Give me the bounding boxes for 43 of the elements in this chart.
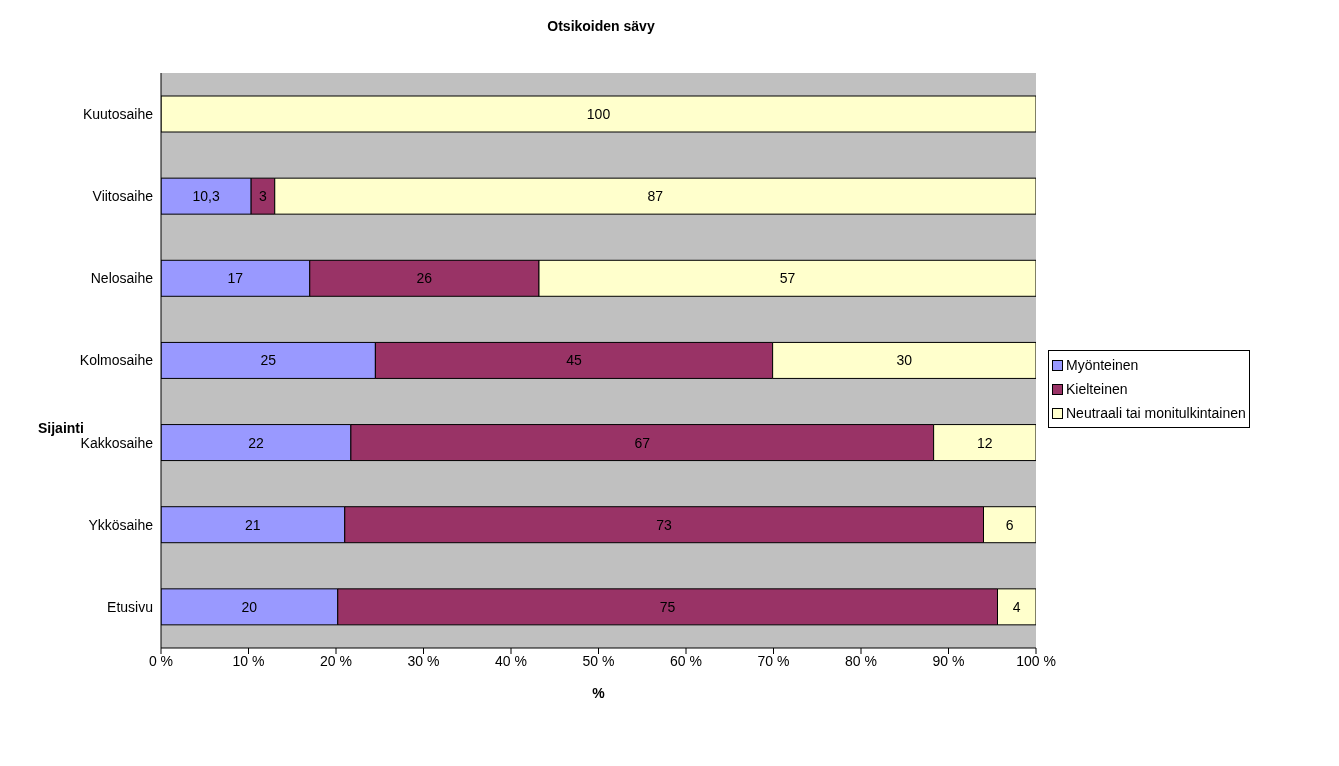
data-label: 22 bbox=[248, 434, 264, 451]
x-tick-label: 60 % bbox=[670, 652, 702, 669]
x-tick-label: 100 % bbox=[1016, 652, 1056, 669]
y-tick-label: Kakkosaihe bbox=[80, 434, 154, 451]
x-tick-label: 90 % bbox=[932, 652, 965, 669]
x-tick-label: 30 % bbox=[407, 652, 440, 669]
legend-label: Myönteinen bbox=[1066, 356, 1139, 375]
data-label: 45 bbox=[566, 352, 582, 369]
x-tick-label: 70 % bbox=[757, 652, 790, 669]
legend-label: Neutraali tai monitulkintainen bbox=[1066, 404, 1246, 423]
data-label: 67 bbox=[634, 434, 651, 451]
data-label: 26 bbox=[416, 270, 433, 287]
y-tick-label: Ykkösaihe bbox=[88, 516, 154, 533]
y-axis-title: Sijainti bbox=[38, 420, 84, 436]
data-label: 57 bbox=[779, 270, 796, 287]
y-tick-label: Kuutosaihe bbox=[82, 106, 154, 123]
x-axis-title: % bbox=[592, 685, 606, 701]
x-tick-label: 40 % bbox=[495, 652, 527, 669]
data-label: 100 bbox=[586, 106, 611, 122]
data-label: 75 bbox=[659, 598, 676, 615]
y-tick-label: Viitosaihe bbox=[92, 188, 154, 205]
y-tick-label: Etusivu bbox=[107, 598, 153, 615]
data-label: 6 bbox=[1005, 516, 1014, 533]
data-label: 30 bbox=[896, 352, 913, 369]
data-label: 21 bbox=[245, 516, 261, 533]
legend-label: Kielteinen bbox=[1066, 380, 1128, 399]
chart-title: Otsikoiden sävy bbox=[546, 18, 656, 34]
data-label: 17 bbox=[227, 270, 244, 287]
y-tick-label: Kolmosaihe bbox=[79, 352, 154, 369]
y-tick-label: Nelosaihe bbox=[90, 270, 154, 287]
x-tick-label: 10 % bbox=[232, 652, 265, 669]
x-tick-label: 0 % bbox=[148, 652, 174, 669]
x-tick-label: 20 % bbox=[320, 652, 352, 669]
data-label: 20 bbox=[241, 598, 258, 615]
x-tick-label: 50 % bbox=[582, 652, 615, 669]
data-label: 12 bbox=[977, 434, 993, 451]
x-tick-label: 80 % bbox=[845, 652, 877, 669]
data-label: 4 bbox=[1012, 598, 1021, 615]
data-label: 87 bbox=[647, 188, 664, 205]
data-label: 25 bbox=[260, 352, 277, 369]
data-label: 73 bbox=[656, 516, 673, 533]
data-label: 3 bbox=[259, 188, 268, 205]
data-label: 10,3 bbox=[192, 188, 220, 205]
